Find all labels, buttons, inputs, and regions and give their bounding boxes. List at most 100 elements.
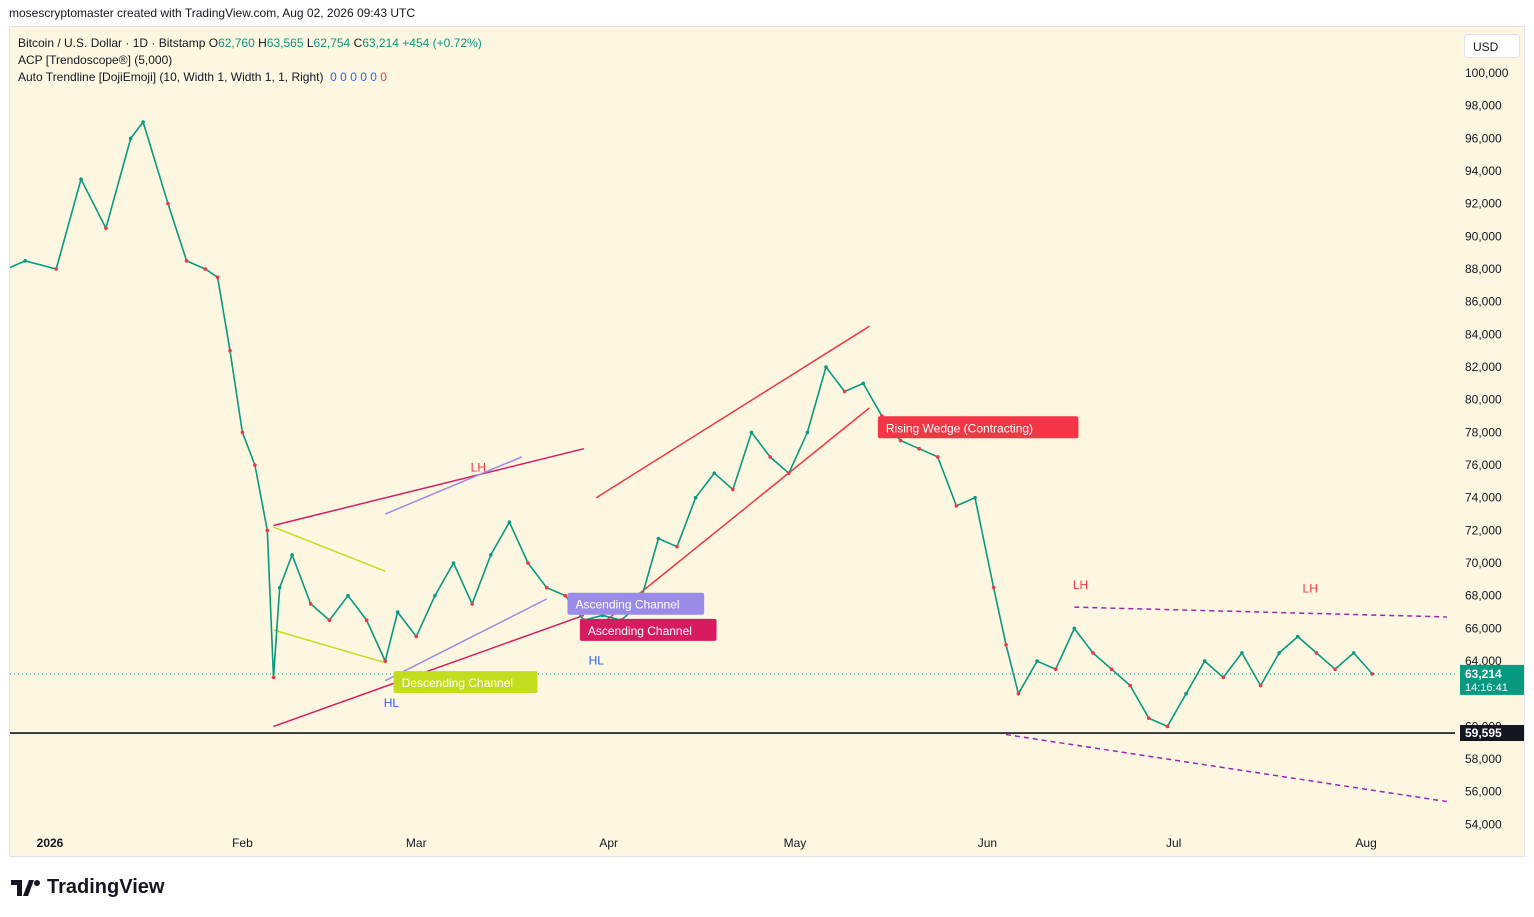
price-point <box>166 201 170 206</box>
y-tick-label: 74,000 <box>1465 491 1502 505</box>
descending-channel-upper <box>273 526 386 572</box>
price-point <box>215 275 220 279</box>
y-tick-label: 92,000 <box>1465 197 1502 211</box>
price-point <box>544 585 549 590</box>
pattern-annotation: LH <box>471 461 486 475</box>
price-point <box>1258 683 1263 688</box>
price-point <box>1109 667 1114 672</box>
price-point <box>1184 691 1188 696</box>
indicator-auto-trendline[interactable]: Auto Trendline [DojiEmoji] (10, Width 1,… <box>18 69 482 86</box>
price-chart[interactable]: 54,00056,00058,00060,00064,00066,00068,0… <box>10 27 1525 857</box>
price-point <box>768 455 772 459</box>
symbol-title: Bitcoin / U.S. Dollar · 1D · Bitstamp <box>18 36 206 50</box>
y-tick-label: 58,000 <box>1465 752 1502 766</box>
bar-countdown: 14:16:41 <box>1465 682 1508 694</box>
price-point <box>1314 651 1319 655</box>
price-point <box>290 553 294 557</box>
x-tick-label: Feb <box>232 836 253 850</box>
indicator-value-last: 0 <box>380 70 387 84</box>
trendline-lower <box>1005 733 1447 803</box>
x-tick-label: Jul <box>1166 836 1181 850</box>
price-point <box>1333 667 1337 672</box>
price-point <box>79 177 83 181</box>
price-point <box>786 471 791 476</box>
price-point <box>383 659 388 663</box>
price-point <box>1277 651 1281 655</box>
price-point <box>1004 642 1008 647</box>
support-price-label: 59,595 <box>1465 726 1502 740</box>
indicator-acp[interactable]: ACP [Trendoscope®] (5,000) <box>18 53 173 67</box>
y-tick-label: 84,000 <box>1465 327 1502 341</box>
price-point <box>364 618 369 623</box>
price-point <box>1053 667 1058 672</box>
rising-wedge-lower <box>595 407 870 629</box>
last-price-tag <box>1460 664 1524 695</box>
x-tick-label: May <box>784 836 807 850</box>
indicator-value: 0 <box>330 70 337 84</box>
ohlc-open: O62,760 <box>208 36 255 50</box>
pattern-annotation: HL <box>589 653 605 667</box>
y-tick-label: 68,000 <box>1465 589 1502 603</box>
pattern-annotation: LH <box>1073 578 1088 592</box>
symbol-row[interactable]: Bitcoin / U.S. Dollar · 1D · Bitstamp O6… <box>18 35 482 52</box>
pattern-label-box <box>877 416 1079 439</box>
tradingview-logo[interactable]: TradingView <box>11 876 164 899</box>
price-point <box>675 544 679 549</box>
chart-legend: Bitcoin / U.S. Dollar · 1D · Bitstamp O6… <box>18 35 482 86</box>
x-tick-label: Apr <box>599 836 618 850</box>
y-tick-label: 64,000 <box>1465 654 1502 668</box>
price-point <box>805 430 810 435</box>
price-point <box>749 430 754 435</box>
y-tick-label: 88,000 <box>1465 262 1502 276</box>
y-tick-label: 82,000 <box>1465 360 1502 374</box>
price-point <box>973 495 977 500</box>
ohlc-high: H63,565 <box>258 36 304 50</box>
pattern-label: Descending Channel <box>402 676 513 690</box>
y-tick-label: 94,000 <box>1465 164 1502 178</box>
x-tick-label: Jun <box>978 836 997 850</box>
price-point <box>712 471 717 476</box>
pattern-annotation: LH <box>1303 581 1318 595</box>
price-point <box>507 520 512 525</box>
price-point <box>141 120 145 124</box>
price-point <box>414 634 419 639</box>
price-point <box>935 455 940 459</box>
price-point <box>954 504 959 508</box>
chart-area[interactable]: 54,00056,00058,00060,00064,00066,00068,0… <box>9 26 1525 857</box>
price-point <box>1221 675 1226 680</box>
ascending-channel-upper-2 <box>384 456 523 515</box>
price-point <box>1072 626 1077 631</box>
price-point <box>1147 716 1151 721</box>
y-tick-label: 76,000 <box>1465 458 1502 472</box>
price-point <box>451 561 456 565</box>
ascending-channel-lower <box>273 614 585 728</box>
y-tick-label: 86,000 <box>1465 295 1502 309</box>
rising-wedge-upper <box>595 325 870 499</box>
price-point <box>253 463 257 467</box>
y-tick-label: 70,000 <box>1465 556 1502 570</box>
y-tick-label: 96,000 <box>1465 131 1502 145</box>
price-point <box>563 593 568 598</box>
y-tick-label: 80,000 <box>1465 393 1502 407</box>
indicator-value: 0 <box>360 70 367 84</box>
price-point <box>395 610 400 614</box>
ohlc-close: C63,214 <box>353 36 399 50</box>
price-point <box>693 495 698 500</box>
price-point <box>128 136 133 141</box>
price-point <box>346 593 350 598</box>
y-tick-label: 100,000 <box>1465 66 1509 80</box>
pattern-annotation: HL <box>384 696 400 710</box>
pattern-label: Rising Wedge (Contracting) <box>886 421 1033 435</box>
pattern-label-box <box>393 671 538 694</box>
currency-button[interactable]: USD <box>1464 34 1520 58</box>
price-point <box>917 446 921 451</box>
price-point <box>731 487 735 492</box>
pattern-label: Ascending Channel <box>575 598 679 612</box>
price-point <box>327 618 332 623</box>
price-point <box>1296 634 1300 639</box>
price-point <box>265 528 270 533</box>
ascending-channel-upper <box>273 447 585 527</box>
price-point <box>23 259 27 263</box>
price-point <box>1202 659 1207 663</box>
price-point <box>898 438 903 443</box>
